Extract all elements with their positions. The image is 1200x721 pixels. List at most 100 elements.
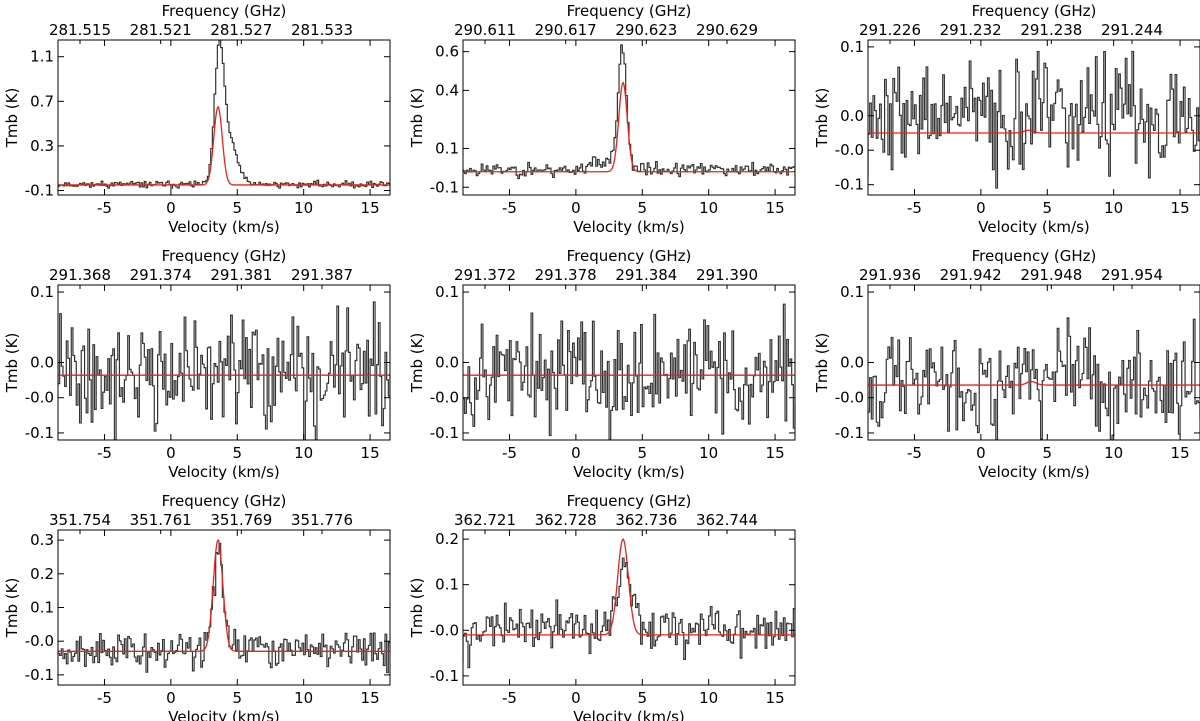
- gaussian-fit-line: [868, 380, 1200, 386]
- frequency-tick-label: 291.381: [210, 266, 272, 284]
- x-tick-label: -5: [97, 689, 112, 707]
- x-tick-label: 15: [1171, 444, 1190, 462]
- frequency-axis-title: Frequency (GHz): [567, 247, 692, 265]
- velocity-axis-title: Velocity (km/s): [978, 218, 1089, 236]
- velocity-axis-title: Velocity (km/s): [168, 218, 279, 236]
- y-tick-label: 0.4: [435, 81, 459, 99]
- frequency-axis-title: Frequency (GHz): [972, 247, 1097, 265]
- frequency-tick-label: 281.533: [291, 21, 353, 39]
- x-tick-label: -5: [502, 444, 517, 462]
- y-tick-label: 0.0: [30, 354, 54, 372]
- x-tick-label: 15: [361, 444, 380, 462]
- tmb-axis-title: Tmb (K): [3, 578, 21, 639]
- x-tick-label: 5: [638, 199, 648, 217]
- velocity-axis-title: Velocity (km/s): [168, 708, 279, 721]
- gaussian-fit-line: [463, 81, 795, 173]
- x-tick-label: 0: [166, 199, 176, 217]
- x-tick-label: 0: [976, 444, 986, 462]
- frequency-tick-label: 362.744: [696, 511, 758, 529]
- tmb-axis-title: Tmb (K): [3, 88, 21, 149]
- x-tick-label: 0: [976, 199, 986, 217]
- gaussian-fit-line: [58, 538, 390, 652]
- observed-spectrum-line: [868, 50, 1200, 189]
- frequency-axis-title: Frequency (GHz): [567, 492, 692, 510]
- frequency-tick-label: 290.623: [615, 21, 677, 39]
- frequency-tick-label: 281.527: [210, 21, 272, 39]
- y-tick-label: 0.1: [435, 140, 459, 158]
- tmb-axis-title: Tmb (K): [3, 333, 21, 394]
- y-tick-label: -0.0: [25, 389, 54, 407]
- tmb-axis-title: Tmb (K): [408, 578, 426, 639]
- x-tick-label: 0: [571, 689, 581, 707]
- y-tick-label: -0.1: [25, 182, 54, 200]
- frequency-tick-label: 351.776: [291, 511, 353, 529]
- frequency-tick-label: 291.372: [454, 266, 516, 284]
- frequency-axis-title: Frequency (GHz): [567, 2, 692, 20]
- tmb-axis-title: Tmb (K): [813, 88, 831, 149]
- x-tick-label: 5: [233, 199, 243, 217]
- velocity-axis-title: Velocity (km/s): [573, 708, 684, 721]
- y-tick-label: 0.1: [435, 283, 459, 301]
- x-tick-label: 5: [1043, 199, 1053, 217]
- y-tick-label: 0.3: [30, 531, 54, 549]
- x-tick-label: 15: [361, 689, 380, 707]
- y-tick-label: 0.1: [30, 599, 54, 617]
- frequency-axis-title: Frequency (GHz): [162, 492, 287, 510]
- frequency-tick-label: 290.611: [454, 21, 516, 39]
- x-tick-label: 10: [294, 444, 313, 462]
- x-tick-label: -5: [97, 199, 112, 217]
- tmb-axis-title: Tmb (K): [408, 88, 426, 149]
- x-tick-label: -5: [502, 199, 517, 217]
- x-tick-label: 10: [699, 199, 718, 217]
- observed-spectrum-line: [868, 317, 1200, 440]
- frequency-tick-label: 291.378: [535, 266, 597, 284]
- observed-spectrum-line: [58, 40, 390, 189]
- x-tick-label: 15: [766, 444, 785, 462]
- gaussian-fit-line: [58, 105, 390, 186]
- plot-frame: [57, 39, 391, 196]
- x-tick-label: -5: [907, 444, 922, 462]
- y-tick-label: -0.1: [835, 176, 864, 194]
- frequency-tick-label: 362.721: [454, 511, 516, 529]
- x-tick-label: 5: [638, 689, 648, 707]
- y-tick-label: 1.1: [30, 48, 54, 66]
- tmb-axis-title: Tmb (K): [813, 333, 831, 394]
- y-tick-label: -0.1: [430, 178, 459, 196]
- x-tick-label: 15: [361, 199, 380, 217]
- y-tick-label: -0.0: [430, 621, 459, 639]
- x-tick-label: 10: [1104, 199, 1123, 217]
- frequency-tick-label: 351.769: [210, 511, 272, 529]
- frequency-tick-label: 362.728: [535, 511, 597, 529]
- y-tick-label: 0.1: [435, 576, 459, 594]
- frequency-tick-label: 291.244: [1101, 21, 1163, 39]
- frequency-tick-label: 291.374: [130, 266, 192, 284]
- x-tick-label: 0: [571, 199, 581, 217]
- y-tick-label: 0.0: [840, 107, 864, 125]
- frequency-tick-label: 290.629: [696, 21, 758, 39]
- plot-frame: [462, 39, 796, 196]
- frequency-tick-label: 291.232: [940, 21, 1002, 39]
- observed-spectrum-line: [463, 303, 795, 440]
- gaussian-fit-line: [463, 538, 795, 636]
- y-tick-label: -0.0: [430, 389, 459, 407]
- y-tick-label: -0.1: [25, 666, 54, 684]
- x-tick-label: 5: [233, 444, 243, 462]
- y-tick-label: -0.0: [835, 389, 864, 407]
- y-tick-label: -0.1: [430, 667, 459, 685]
- frequency-tick-label: 291.368: [49, 266, 111, 284]
- frequency-tick-label: 291.387: [291, 266, 353, 284]
- frequency-tick-label: 291.384: [615, 266, 677, 284]
- plot-frame: [867, 39, 1200, 196]
- x-tick-label: 10: [294, 199, 313, 217]
- y-tick-label: 0.1: [840, 38, 864, 56]
- frequency-axis-title: Frequency (GHz): [972, 2, 1097, 20]
- frequency-tick-label: 290.617: [535, 21, 597, 39]
- x-tick-label: 10: [294, 689, 313, 707]
- frequency-axis-title: Frequency (GHz): [162, 2, 287, 20]
- y-tick-label: 0.1: [30, 283, 54, 301]
- y-tick-label: 0.0: [840, 354, 864, 372]
